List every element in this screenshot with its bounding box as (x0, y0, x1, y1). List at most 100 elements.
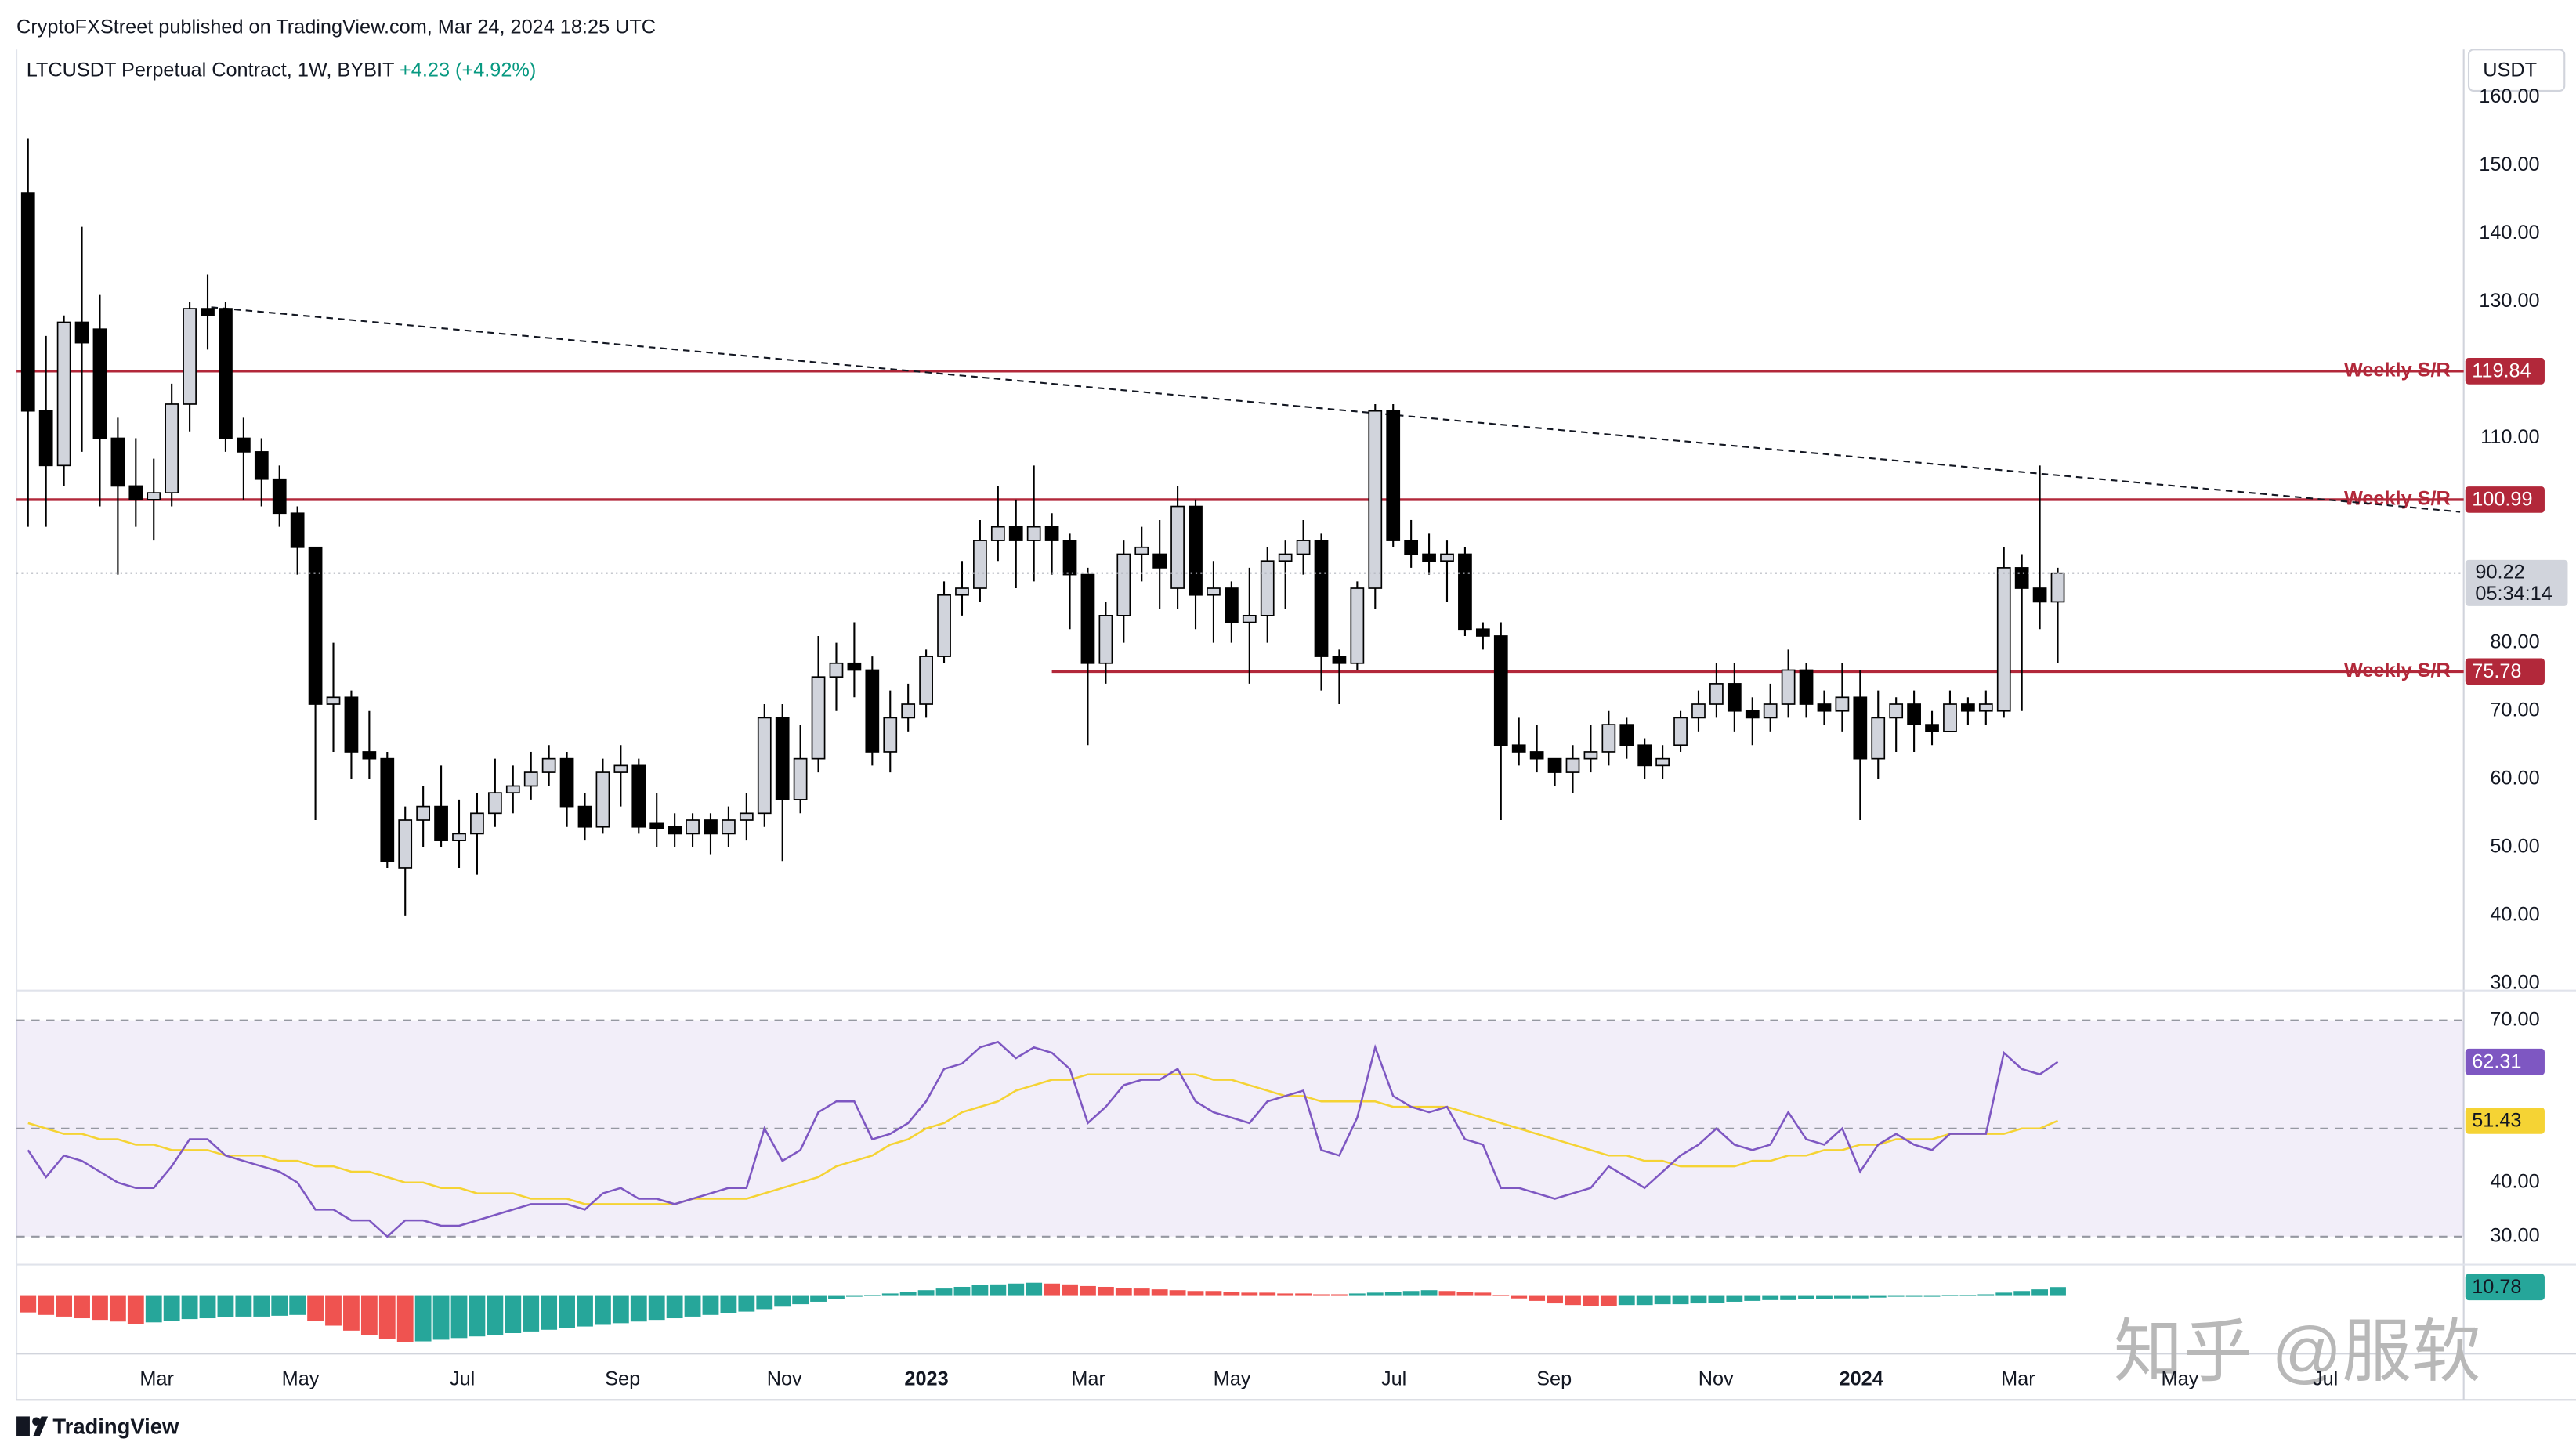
histogram-bar (56, 1295, 73, 1317)
histogram-bar (971, 1285, 989, 1296)
candle-body (1170, 505, 1185, 589)
histogram-bar (1995, 1292, 2013, 1296)
candle-body (1493, 635, 1508, 746)
histogram-bar (2050, 1287, 2066, 1296)
histogram-bar (1959, 1295, 1977, 1296)
y-tick-label: 150.00 (2479, 154, 2539, 175)
candle-body (1207, 587, 1221, 596)
candle-body (147, 492, 161, 500)
histogram-bar (1511, 1295, 1528, 1299)
histogram-bar (1816, 1295, 1833, 1299)
rsi-line (27, 1040, 2059, 1238)
x-tick-label: 2024 (1840, 1368, 1883, 1390)
candle-body (1116, 553, 1131, 616)
y-tick-label: 70.00 (2490, 699, 2539, 721)
histogram-bar (127, 1295, 144, 1324)
histogram-bar (1348, 1293, 1366, 1296)
histogram-bar (1708, 1295, 1725, 1303)
y-tick-label: 40.00 (2490, 1170, 2539, 1192)
histogram-bar (577, 1295, 593, 1327)
candle-body (326, 696, 341, 705)
candle-body (2032, 587, 2047, 603)
candle-body (739, 812, 754, 821)
candle-body (1565, 757, 1580, 773)
histogram-bar (360, 1295, 378, 1335)
candle-body (990, 526, 1005, 541)
currency-box[interactable] (2467, 49, 2566, 92)
last-price: 90.22 (2475, 561, 2524, 583)
candle-body (1242, 614, 1257, 623)
brand: TradingView (52, 1414, 179, 1438)
candle-body (1314, 540, 1329, 657)
level-price: 100.99 (2472, 489, 2532, 511)
histogram-bar (414, 1295, 432, 1342)
candle-body (704, 819, 718, 835)
candle-body (1098, 614, 1113, 664)
level-label: Weekly S/R (2344, 360, 2451, 381)
histogram-bar (307, 1295, 324, 1321)
y-tick-label: 40.00 (2490, 904, 2539, 926)
logo-mark (16, 1416, 30, 1436)
candle-body (1799, 669, 1814, 705)
candle-body (973, 540, 987, 589)
histogram-bar (881, 1293, 899, 1296)
candle-body (722, 819, 736, 835)
histogram-bar (756, 1295, 773, 1310)
candle-body (74, 321, 89, 344)
candle-body (1350, 587, 1365, 664)
histogram-bar (1869, 1295, 1887, 1298)
histogram-bar (20, 1295, 37, 1313)
histogram-bar (1062, 1284, 1078, 1296)
histogram-bar (863, 1295, 881, 1296)
x-tick-label: Mar (1071, 1368, 1105, 1390)
histogram-bar (630, 1295, 647, 1322)
histogram-bar (1008, 1283, 1025, 1296)
candle-body (1260, 560, 1275, 616)
histogram-bar (1151, 1289, 1168, 1296)
candle-body (1080, 573, 1095, 664)
histogram-bar (289, 1295, 306, 1315)
histogram-bar (1600, 1295, 1617, 1306)
candle-body (1134, 546, 1149, 555)
histogram-bar (953, 1286, 971, 1296)
x-tick-label: May (282, 1368, 320, 1390)
candle-body (1961, 703, 1975, 712)
histogram-bar (1223, 1292, 1240, 1296)
histogram-bar (1492, 1295, 1510, 1296)
level-price-box (2465, 486, 2545, 513)
histogram-bar (1529, 1295, 1546, 1301)
candle-body (92, 328, 107, 439)
histogram-bar (1474, 1292, 1492, 1296)
histogram-bar (1780, 1295, 1797, 1300)
y-tick-label: 30.00 (2490, 972, 2539, 994)
candle-body (811, 676, 826, 760)
histogram-bar (1295, 1293, 1312, 1296)
candle-body (1943, 703, 1957, 732)
publisher: CryptoFXStreet published on TradingView.… (16, 16, 656, 38)
histogram-bar (1905, 1295, 1923, 1297)
rsi-line (27, 1073, 2059, 1205)
currency[interactable]: USDT (2483, 59, 2537, 81)
candle-body (1907, 703, 1921, 725)
histogram-value-box (2465, 1274, 2545, 1301)
histogram-bar (1690, 1295, 1707, 1304)
candle-body (686, 819, 700, 835)
candle-body (1368, 410, 1383, 589)
histogram-bar (325, 1295, 342, 1326)
candle-body (1583, 751, 1598, 760)
histogram-bar (343, 1295, 360, 1331)
histogram-bar (935, 1288, 953, 1296)
histogram-bar (1097, 1286, 1114, 1296)
candle-body (1889, 703, 1904, 719)
x-tick-label: 2023 (904, 1368, 948, 1390)
histogram-bar (145, 1295, 162, 1323)
histogram-bar (1115, 1288, 1132, 1296)
candle-body (487, 792, 502, 815)
histogram-bar (1744, 1295, 1761, 1301)
candle-body (183, 308, 197, 405)
histogram-bar (253, 1295, 270, 1317)
histogram-bar (1259, 1292, 1276, 1296)
candle-body (1853, 696, 1868, 760)
x-tick-label: Jul (2313, 1368, 2338, 1390)
histogram-bar (217, 1295, 234, 1317)
